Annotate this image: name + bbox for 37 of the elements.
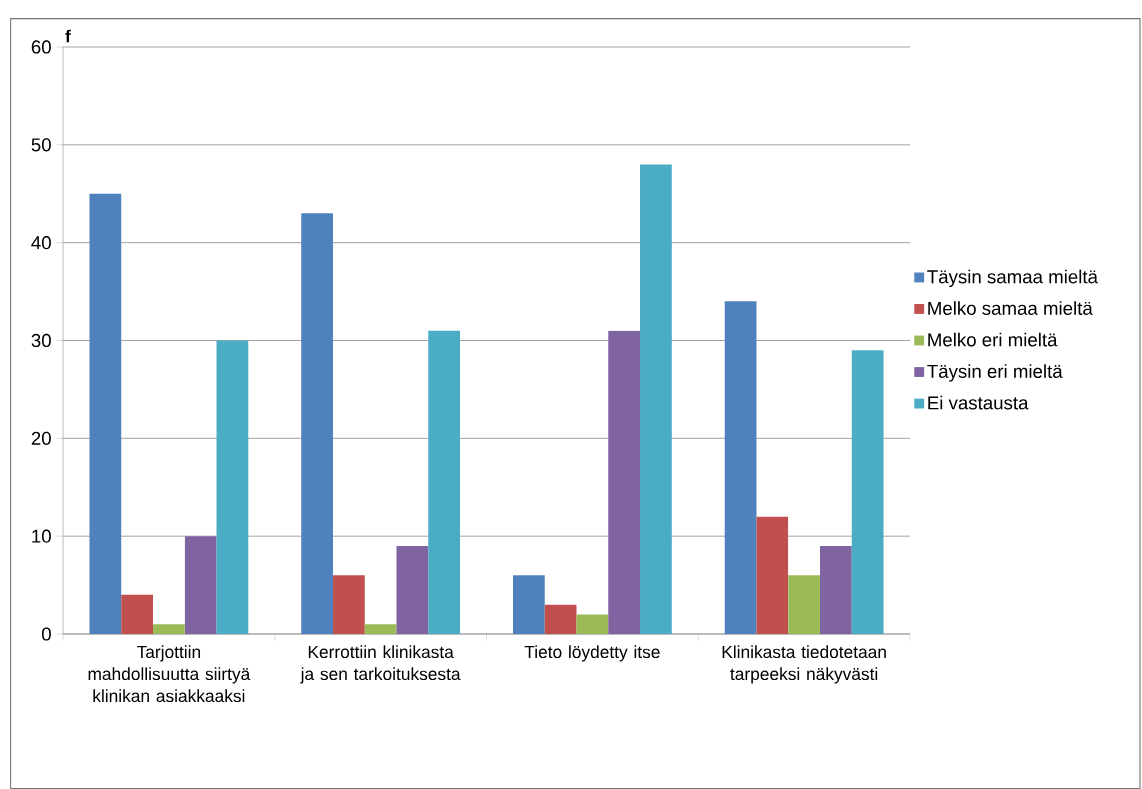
bar (820, 545, 852, 634)
x-tick-label: Tarjottiin mahdollisuutta siirtyä klinikan asiakkaaksi (88, 645, 251, 703)
legend-label: Täysin eri mieltä (927, 364, 1063, 382)
x-tick-label: Kerrottiin klinikasta ja sen tarkoituksesta (300, 645, 461, 684)
bar (364, 624, 397, 634)
legend-label: Ei vastausta (928, 395, 1029, 410)
y-tick-label: 30 (31, 333, 51, 348)
bar (512, 575, 545, 634)
bar (724, 301, 757, 634)
x-tick-label: Klinikasta tiedotetaan tarpeeksi näkyvästi (722, 645, 886, 684)
bar (89, 193, 122, 634)
y-tick-label: 10 (32, 529, 51, 543)
bar (396, 545, 429, 634)
bar (152, 624, 185, 634)
bar (788, 575, 821, 634)
y-tick-label: 0 (41, 627, 51, 641)
bar (301, 213, 333, 634)
y-tick-label: 40 (31, 236, 51, 250)
y-tick-label: 20 (31, 431, 51, 445)
bar (332, 575, 365, 634)
bar (608, 330, 641, 634)
bar (428, 330, 461, 634)
y-axis-title: f (65, 29, 71, 43)
bar (640, 164, 672, 634)
bar (544, 604, 577, 634)
legend-label: Melko eri mieltä (928, 332, 1058, 347)
bar (851, 350, 884, 634)
bar (576, 614, 609, 634)
legend-label: Melko samaa mieltä (928, 301, 1093, 315)
y-tick-label: 60 (31, 40, 51, 54)
legend-label: Täysin samaa mieltä (927, 269, 1098, 288)
bar (121, 594, 153, 634)
bar (216, 340, 249, 634)
y-tick-label: 50 (31, 138, 51, 152)
bar (756, 516, 789, 634)
bar (184, 536, 217, 634)
x-tick-label: Tieto löydetty itse (524, 645, 660, 662)
